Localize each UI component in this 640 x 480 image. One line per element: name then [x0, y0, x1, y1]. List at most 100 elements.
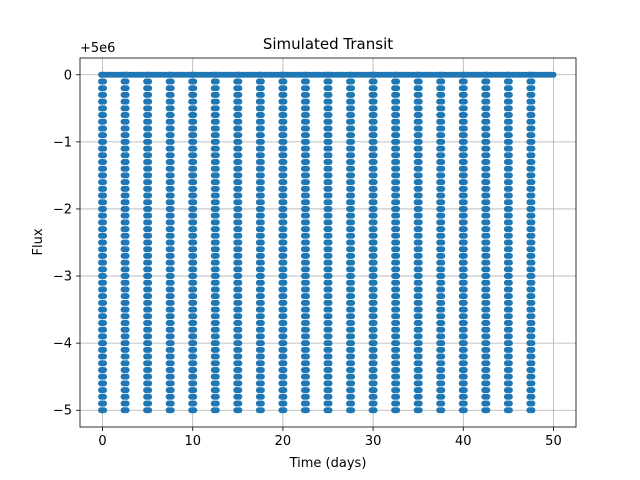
plot-frame	[79, 57, 577, 428]
transit-point	[168, 78, 175, 85]
transit-point	[394, 226, 401, 233]
y-tick-label: −4	[53, 337, 72, 352]
transit-point	[191, 71, 198, 78]
transit-point	[191, 132, 198, 139]
transit-point	[146, 346, 153, 353]
transit-point	[394, 172, 401, 179]
transit-point	[123, 85, 130, 92]
transit-point	[529, 199, 536, 206]
transit-point	[101, 152, 108, 159]
transit-point	[326, 273, 333, 280]
transit-point	[101, 138, 108, 145]
transit-point	[484, 118, 491, 125]
transit-point	[101, 320, 108, 327]
transit-point	[101, 85, 108, 92]
transit-point	[484, 286, 491, 293]
transit-point	[461, 299, 468, 306]
transit-point	[506, 353, 513, 360]
transit-point	[326, 326, 333, 333]
transit-point	[461, 205, 468, 212]
transit-point	[213, 366, 220, 373]
transit-point	[461, 266, 468, 273]
transit-point	[416, 112, 423, 119]
transit-point	[461, 179, 468, 186]
transit-dip	[368, 71, 378, 414]
transit-point	[281, 373, 288, 380]
transit-point	[258, 78, 265, 85]
transit-point	[281, 259, 288, 266]
transit-point	[416, 299, 423, 306]
transit-point	[349, 205, 356, 212]
transit-point	[258, 246, 265, 253]
transit-point	[236, 346, 243, 353]
transit-point	[281, 286, 288, 293]
transit-point	[349, 273, 356, 280]
transit-point	[371, 98, 378, 105]
transit-point	[326, 239, 333, 246]
transit-point	[371, 333, 378, 340]
transit-point	[529, 145, 536, 152]
transit-point	[461, 219, 468, 226]
transit-point	[506, 192, 513, 199]
transit-point	[168, 293, 175, 300]
transit-point	[439, 266, 446, 273]
transit-point	[168, 306, 175, 313]
transit-point	[439, 380, 446, 387]
transit-point	[439, 313, 446, 320]
transit-point	[213, 326, 220, 333]
transit-point	[123, 185, 130, 192]
transit-point	[349, 165, 356, 172]
transit-point	[326, 165, 333, 172]
transit-point	[439, 125, 446, 132]
transit-point	[123, 192, 130, 199]
transit-point	[258, 373, 265, 380]
transit-point	[303, 125, 310, 132]
transit-point	[416, 320, 423, 327]
transit-point	[349, 98, 356, 105]
transit-point	[258, 380, 265, 387]
transit-point	[484, 246, 491, 253]
transit-point	[123, 226, 130, 233]
transit-point	[326, 320, 333, 327]
transit-point	[506, 78, 513, 85]
transit-point	[123, 199, 130, 206]
transit-point	[416, 273, 423, 280]
transit-point	[349, 400, 356, 407]
transit-point	[258, 192, 265, 199]
transit-point	[101, 179, 108, 186]
transit-point	[349, 306, 356, 313]
transit-point	[236, 145, 243, 152]
transit-point	[101, 366, 108, 373]
transit-point	[371, 407, 378, 414]
transit-point	[349, 320, 356, 327]
transit-point	[371, 306, 378, 313]
transit-point	[416, 152, 423, 159]
y-axis-label: Flux	[31, 228, 46, 255]
transit-dip	[436, 71, 446, 414]
transit-point	[146, 185, 153, 192]
transit-point	[326, 313, 333, 320]
transit-point	[191, 78, 198, 85]
transit-point	[146, 326, 153, 333]
transit-point	[168, 118, 175, 125]
transit-point	[484, 320, 491, 327]
transit-point	[461, 246, 468, 253]
transit-point	[371, 393, 378, 400]
transit-point	[394, 98, 401, 105]
transit-point	[349, 226, 356, 233]
transit-point	[191, 407, 198, 414]
transit-point	[213, 293, 220, 300]
transit-point	[349, 125, 356, 132]
transit-point	[484, 145, 491, 152]
transit-point	[484, 226, 491, 233]
transit-point	[213, 205, 220, 212]
transit-point	[349, 313, 356, 320]
transit-point	[303, 306, 310, 313]
transit-point	[416, 199, 423, 206]
transit-point	[213, 400, 220, 407]
transit-point	[349, 105, 356, 112]
transit-point	[484, 340, 491, 347]
transit-point	[191, 259, 198, 266]
transit-point	[236, 91, 243, 98]
transit-point	[529, 279, 536, 286]
